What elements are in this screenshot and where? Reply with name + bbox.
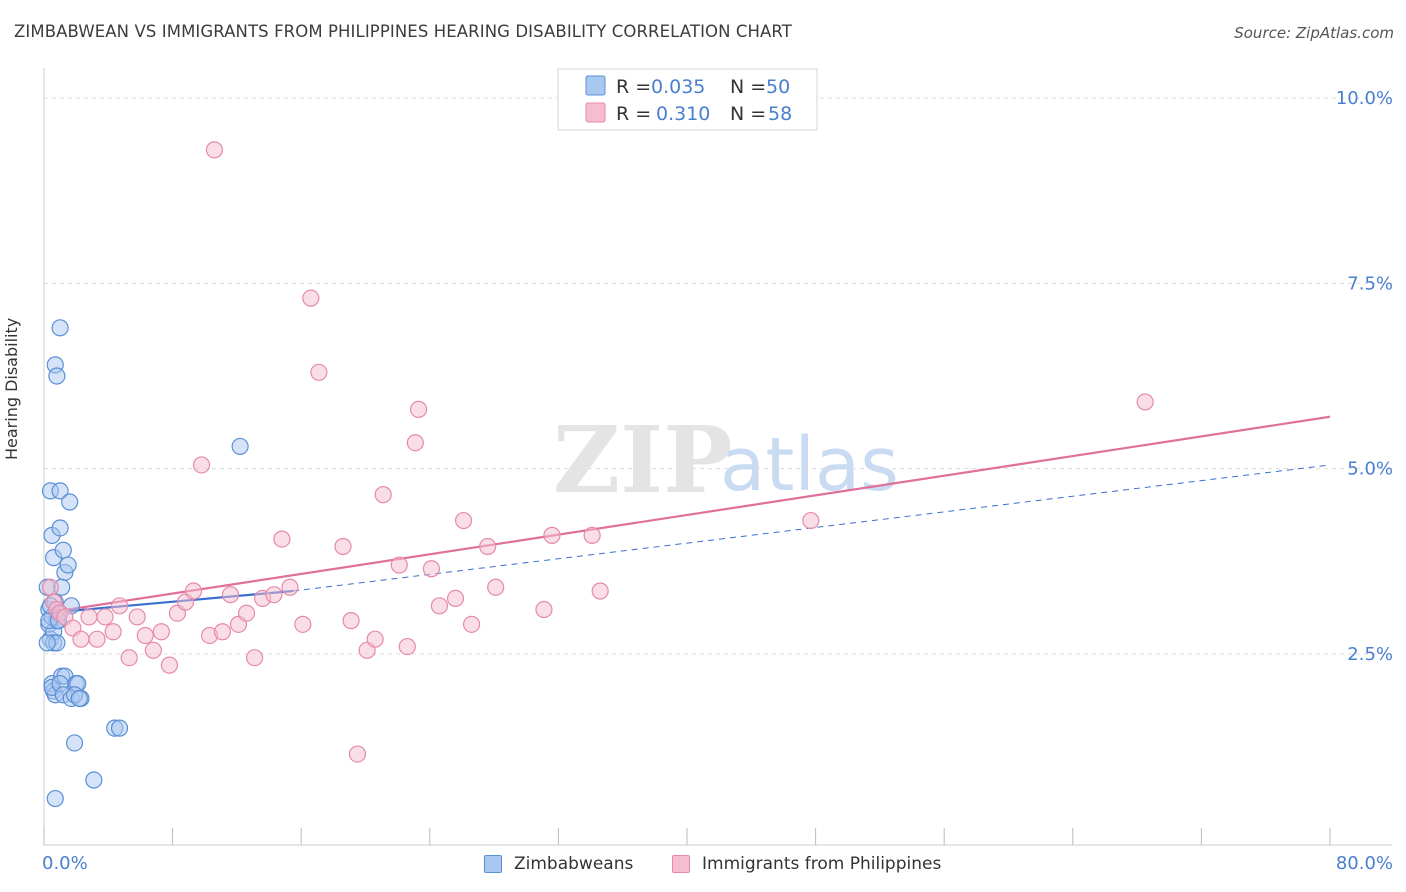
legend-r-value: 0.310 (656, 103, 710, 125)
bottom-legend-label-zimbabweans: Zimbabweans (514, 854, 634, 874)
point-philippines (104, 623, 122, 641)
point-philippines (294, 615, 312, 633)
point-philippines (160, 656, 178, 674)
point-philippines (535, 600, 553, 619)
point-zimbabweans (48, 367, 66, 385)
point-zimbabweans (51, 319, 69, 337)
point-philippines (334, 537, 352, 556)
point-zimbabweans (38, 634, 56, 652)
legend-swatch-pink (585, 102, 606, 123)
bottom-legend-swatch-pink (672, 855, 690, 873)
point-philippines (479, 537, 497, 556)
point-zimbabweans (231, 437, 249, 456)
point-philippines (41, 578, 60, 596)
point-philippines (237, 604, 256, 622)
point-philippines (430, 597, 449, 615)
legend-n-label: N = (730, 76, 772, 98)
point-zimbabweans (51, 519, 69, 537)
point-philippines (543, 526, 561, 544)
point-philippines (366, 630, 384, 648)
point-zimbabweans (46, 789, 64, 808)
legend-n-label: N = (730, 103, 772, 125)
bottom-legend-swatch-blue (484, 855, 502, 873)
bottom-legend-item-zimbabweans[interactable]: Zimbabweans (484, 854, 633, 874)
point-philippines (583, 526, 601, 544)
point-zimbabweans (59, 556, 77, 574)
y-tick-label: 10.0% (1336, 88, 1393, 109)
watermark-atlas: atlas (720, 422, 899, 508)
point-philippines (245, 649, 264, 667)
legend-r-value: 0.035 (651, 76, 705, 98)
bottom-legend-label-philippines: Immigrants from Philippines (702, 854, 942, 874)
axes (43, 68, 1392, 846)
point-philippines (136, 626, 154, 645)
point-philippines (192, 456, 211, 474)
point-philippines (273, 530, 291, 548)
gridlines (44, 97, 1392, 655)
point-philippines (487, 578, 505, 596)
point-philippines (802, 511, 820, 530)
point-philippines (72, 630, 90, 648)
watermark: ZIP atlas (553, 406, 899, 514)
point-philippines (374, 486, 392, 504)
point-philippines (454, 511, 473, 530)
point-zimbabweans (110, 719, 129, 737)
point-philippines (422, 560, 441, 578)
chart-title: ZIMBABWEAN VS IMMIGRANTS FROM PHILIPPINE… (14, 22, 792, 41)
point-philippines (88, 630, 106, 648)
point-zimbabweans (61, 493, 79, 511)
legend: R = 0.035 N = 50 R = 0.310 N = 58 (557, 68, 818, 131)
legend-n-value: 58 (768, 103, 792, 125)
point-philippines (128, 608, 146, 626)
point-zimbabweans (70, 689, 88, 708)
point-philippines (152, 623, 170, 641)
bottom-legend: Zimbabweans Immigrants from Philippines (0, 852, 1406, 876)
point-philippines (184, 582, 203, 600)
point-philippines (406, 434, 424, 452)
data-points (38, 141, 1154, 808)
point-philippines (310, 363, 328, 381)
point-philippines (96, 608, 114, 626)
trendline-philippines (43, 415, 1331, 615)
point-philippines (205, 141, 223, 159)
x-tick-label: 80.0% (1336, 853, 1393, 874)
point-philippines (265, 586, 283, 604)
legend-swatch-blue (585, 75, 606, 96)
source-label: Source: ZipAtlas.com (1234, 24, 1394, 42)
tick-labels: 2.5% 5.0% 7.5% 10.0% 0.0% 80.0% (42, 88, 1393, 874)
point-philippines (591, 582, 609, 600)
legend-n-value: 50 (766, 76, 790, 98)
point-philippines (348, 745, 367, 763)
point-philippines (80, 608, 98, 626)
point-philippines (390, 556, 408, 574)
watermark-zip: ZIP (553, 406, 732, 514)
point-philippines (213, 623, 232, 641)
point-philippines (281, 578, 299, 596)
legend-r-label: R = (616, 103, 657, 125)
point-philippines (462, 615, 481, 633)
point-philippines (144, 641, 162, 659)
point-philippines (110, 597, 129, 615)
y-tick-label: 2.5% (1347, 644, 1393, 665)
point-zimbabweans (85, 771, 103, 789)
y-tick-label: 7.5% (1347, 273, 1393, 294)
point-philippines (446, 589, 465, 608)
point-philippines (120, 649, 138, 667)
point-zimbabweans (54, 541, 72, 559)
point-philippines (302, 289, 320, 307)
y-tick-label: 5.0% (1347, 459, 1393, 480)
point-zimbabweans (65, 734, 84, 752)
legend-r-label: R = (616, 76, 657, 98)
point-philippines (409, 400, 428, 418)
point-philippines (1136, 393, 1154, 411)
bottom-legend-item-philippines[interactable]: Immigrants from Philippines (672, 854, 941, 874)
point-zimbabweans (51, 482, 69, 500)
point-philippines (221, 586, 240, 604)
point-philippines (342, 612, 360, 630)
point-philippines (398, 637, 416, 656)
x-tick-label: 0.0% (42, 853, 88, 874)
